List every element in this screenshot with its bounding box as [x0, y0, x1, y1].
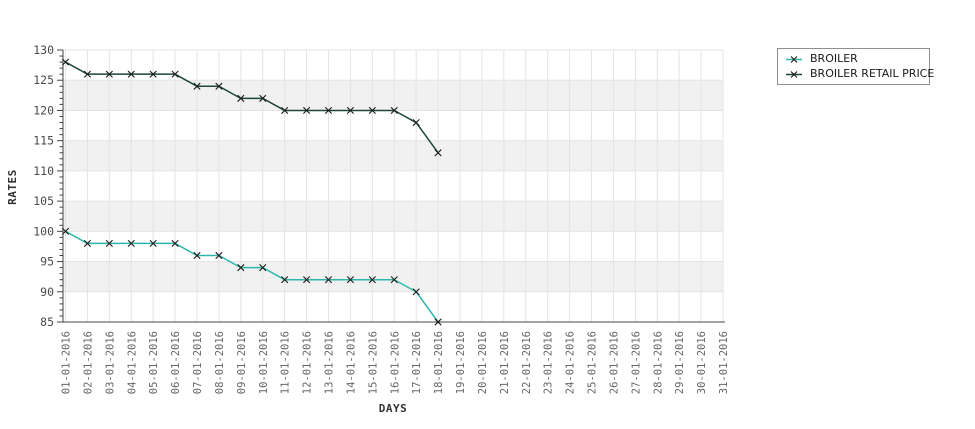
legend-label-broiler-retail-price: BROILER RETAIL PRICE: [810, 67, 935, 80]
x-tick-label: 20-01-2016: [477, 331, 489, 394]
x-marker-icon: [127, 239, 135, 248]
x-tick-label: 07-01-2016: [192, 331, 204, 394]
x-marker-icon: [281, 106, 289, 115]
y-tick-label: 105: [33, 194, 54, 208]
x-axis-title: DAYS: [378, 402, 408, 415]
x-marker-icon: [368, 106, 376, 115]
plot-band: [63, 140, 723, 171]
x-tick-label: 17-01-2016: [411, 331, 423, 394]
x-marker-icon: [83, 70, 92, 78]
series-markers-broiler-retail-price: [61, 58, 442, 157]
x-marker-icon: [412, 288, 420, 296]
x-tick-label: 10-01-2016: [258, 331, 270, 394]
x-marker-icon: [390, 276, 398, 284]
x-marker-icon: [105, 70, 113, 78]
x-tick-label: 28-01-2016: [652, 331, 664, 394]
x-tick-label: 25-01-2016: [587, 331, 599, 394]
plot-band: [63, 201, 723, 232]
x-tick-label: 05-01-2016: [148, 331, 160, 394]
y-tick-label: 110: [33, 164, 54, 178]
x-marker-icon: [171, 70, 179, 78]
y-tick-label: 100: [33, 224, 54, 238]
x-marker-icon: [237, 264, 245, 272]
x-tick-label: 21-01-2016: [499, 331, 511, 394]
legend-label-broiler: BROILER: [810, 52, 858, 65]
x-tick-label: 14-01-2016: [345, 331, 357, 394]
series-line-broiler-retail-price: [65, 61, 439, 154]
legend: BROILER BROILER RETAIL PRICE: [777, 48, 934, 85]
x-marker-icon: [61, 58, 70, 66]
x-tick-label: 08-01-2016: [214, 331, 226, 394]
broiler-retail-price-series-marker-icon: [786, 70, 802, 78]
x-tick-label: 01-01-2016: [61, 331, 73, 394]
series-markers-broiler: [61, 227, 442, 326]
x-marker-icon: [215, 251, 223, 260]
x-tick-label: 19-01-2016: [455, 331, 467, 394]
x-marker-icon: [324, 276, 333, 284]
x-tick-label: 22-01-2016: [521, 331, 533, 394]
x-marker-icon: [324, 106, 333, 115]
x-tick-label: 02-01-2016: [82, 331, 94, 394]
x-tick-label: 06-01-2016: [170, 331, 182, 394]
x-marker-icon: [302, 106, 311, 115]
legend-item-broiler-retail-price[interactable]: BROILER RETAIL PRICE: [786, 67, 934, 81]
x-marker-icon: [346, 106, 355, 115]
x-marker-icon: [390, 106, 398, 115]
y-tick-label: 130: [33, 43, 54, 57]
x-marker-icon: [61, 227, 70, 235]
x-tick-label: 23-01-2016: [543, 331, 555, 394]
x-tick-label: 11-01-2016: [280, 331, 292, 394]
y-tick-label: 125: [33, 73, 54, 87]
x-marker-icon: [215, 82, 223, 90]
x-marker-icon: [171, 239, 179, 248]
x-tick-label: 18-01-2016: [433, 331, 445, 394]
series-line-broiler: [65, 230, 439, 323]
x-tick-label: 26-01-2016: [608, 331, 620, 394]
y-axis-title: RATES: [6, 169, 19, 205]
x-tick-label: 12-01-2016: [302, 331, 314, 394]
x-marker-icon: [302, 276, 311, 284]
x-marker-icon: [346, 276, 355, 284]
x-marker-icon: [259, 264, 267, 272]
x-marker-icon: [237, 94, 245, 102]
x-tick-label: 29-01-2016: [674, 331, 686, 394]
x-tick-label: 16-01-2016: [389, 331, 401, 394]
x-tick-label: 30-01-2016: [696, 331, 708, 394]
plot-band: [63, 261, 723, 292]
x-marker-icon: [281, 276, 289, 284]
x-marker-icon: [193, 251, 201, 260]
x-tick-label: 13-01-2016: [324, 331, 336, 394]
plot-band: [63, 80, 723, 111]
legend-item-broiler[interactable]: BROILER: [786, 52, 925, 66]
x-tick-label: 15-01-2016: [367, 331, 379, 394]
x-tick-label: 27-01-2016: [630, 331, 642, 394]
x-marker-icon: [412, 118, 420, 127]
x-tick-label: 03-01-2016: [104, 331, 116, 394]
x-marker-icon: [368, 276, 376, 284]
x-tick-label: 31-01-2016: [718, 331, 730, 394]
x-tick-label: 24-01-2016: [565, 331, 577, 394]
x-tick-label: 09-01-2016: [236, 331, 248, 394]
y-tick-label: 95: [40, 255, 54, 269]
x-marker-icon: [434, 149, 442, 157]
broiler-series-marker-icon: [786, 55, 802, 63]
y-tick-label: 85: [40, 315, 54, 329]
y-tick-label: 120: [33, 103, 54, 117]
x-marker-icon: [149, 70, 157, 78]
x-marker-icon: [193, 82, 201, 90]
x-tick-label: 04-01-2016: [126, 331, 138, 394]
x-marker-icon: [149, 239, 157, 248]
x-marker-icon: [127, 70, 135, 78]
x-marker-icon: [83, 239, 92, 248]
y-tick-label: 90: [40, 285, 54, 299]
x-marker-icon: [434, 318, 442, 326]
y-tick-label: 115: [33, 134, 54, 148]
x-marker-icon: [105, 239, 113, 248]
x-marker-icon: [259, 94, 267, 102]
